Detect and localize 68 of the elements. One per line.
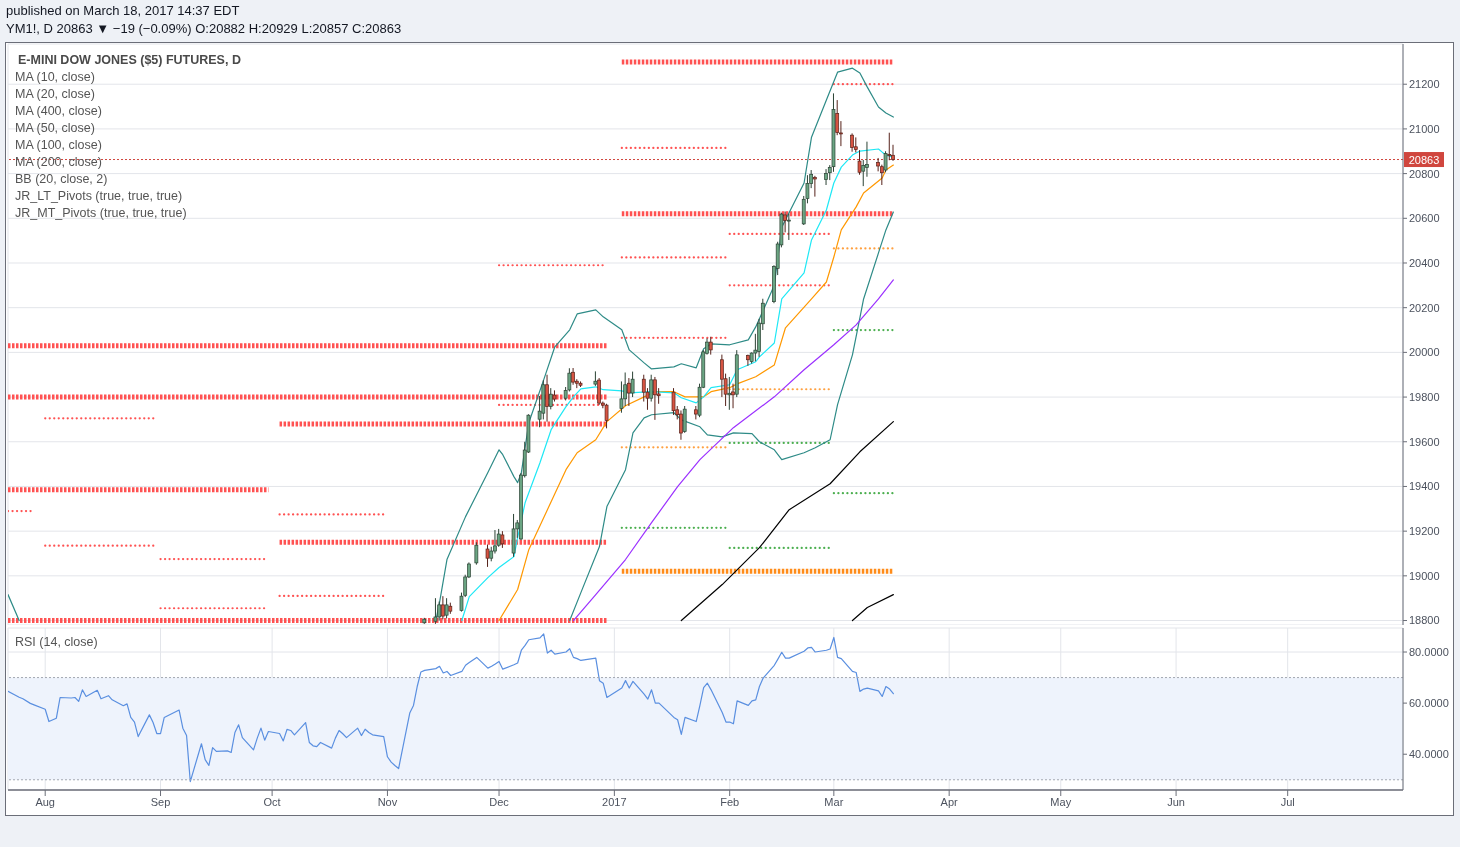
annotation: MA (50, close) — [15, 121, 95, 136]
candlestick — [653, 376, 657, 421]
candlestick — [545, 374, 549, 423]
candlestick — [824, 168, 828, 186]
annotation: MA (100, close) — [15, 138, 102, 153]
candlestick — [887, 132, 892, 161]
x-tick-label: Jun — [1167, 795, 1185, 808]
y-tick-label: 21000 — [1409, 122, 1440, 135]
x-tick-label: Sep — [150, 795, 171, 808]
y-tick-label: 19400 — [1409, 480, 1440, 493]
x-tick-label: May — [1050, 795, 1072, 808]
candlestick — [813, 175, 817, 198]
x-tick-label: Feb — [720, 795, 740, 808]
candlestick — [727, 376, 732, 411]
candlestick — [682, 405, 687, 434]
x-tick-label: Aug — [35, 795, 55, 808]
candlestick — [679, 409, 683, 441]
annotation: MA (400, close) — [15, 104, 102, 119]
x-tick-label: Nov — [377, 795, 398, 808]
y-tick-label: 19000 — [1409, 569, 1440, 582]
ref-line-label: 20863 — [1408, 153, 1440, 166]
line-series — [8, 633, 894, 783]
x-tick-label: Mar — [824, 795, 844, 808]
annotation: BB (20, close, 2) — [15, 172, 108, 187]
annotation: MA (10, close) — [15, 70, 95, 85]
candlestick — [731, 383, 735, 409]
text: E-MINI DOW JONES ($5) FUTURES, D — [18, 53, 241, 67]
line-series — [680, 421, 894, 622]
candlestick — [649, 374, 654, 403]
candlestick — [437, 601, 442, 622]
annotation: MA (200, close) — [15, 155, 102, 170]
candlestick — [671, 387, 676, 416]
y-tick-label: 19200 — [1409, 525, 1440, 538]
line-series — [572, 279, 894, 622]
y-tick-label: 19600 — [1409, 435, 1440, 448]
candlestick — [783, 211, 787, 233]
text: published on March 18, 2017 14:37 EDT — [6, 3, 240, 18]
candlestick — [597, 377, 601, 406]
y-tick-label: 18800 — [1409, 614, 1440, 627]
x-tick-label: Apr — [940, 795, 959, 808]
line-series — [569, 211, 894, 622]
x-tick-label: Oct — [263, 795, 281, 808]
chart-title: YM1!, D 20863 ▼ −19 (−0.09%) O:20882 H:20929 L:20857 C:20863 — [6, 21, 402, 36]
y-tick-label: 60.0000 — [1409, 697, 1449, 710]
candlestick — [883, 150, 888, 173]
candlestick — [857, 149, 862, 176]
annotation: JR_MT_Pivots (true, true, true) — [15, 206, 187, 221]
candlestick — [850, 132, 854, 153]
x-tick-label: Jul — [1280, 795, 1295, 808]
y-tick-label: 20200 — [1409, 301, 1440, 314]
candlestick — [441, 595, 445, 620]
y-tick-label: 21200 — [1409, 78, 1440, 91]
text: RSI (14, close) — [15, 635, 98, 649]
y-tick-label: 19800 — [1409, 390, 1440, 403]
candlestick — [630, 371, 635, 398]
candlestick — [433, 597, 438, 625]
candlestick — [474, 541, 479, 566]
y-tick-label: 20600 — [1409, 212, 1440, 225]
y-tick-label: 20000 — [1409, 346, 1440, 359]
x-tick-label: 2017 — [602, 795, 627, 808]
y-tick-label: 40.0000 — [1409, 748, 1449, 761]
annotation: JR_LT_Pivots (true, true, true) — [15, 189, 183, 204]
candlestick — [786, 213, 791, 241]
annotation: MA (20, close) — [15, 87, 95, 102]
y-tick-label: 20800 — [1409, 167, 1440, 180]
y-tick-label: 80.0000 — [1409, 645, 1449, 658]
x-tick-label: Dec — [489, 795, 510, 808]
y-tick-label: 20400 — [1409, 256, 1440, 269]
